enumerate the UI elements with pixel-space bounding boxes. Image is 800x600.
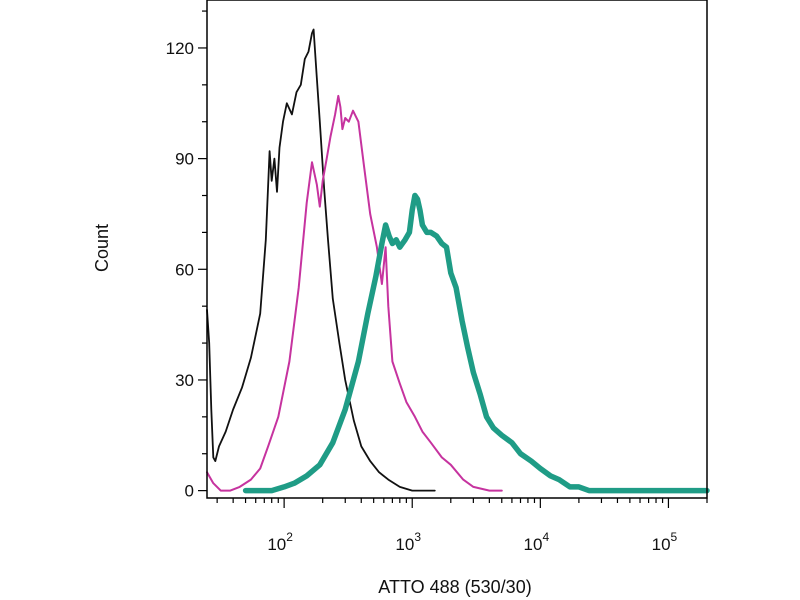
- x-tick-label: 105: [652, 530, 678, 554]
- series-line-1: [206, 28, 436, 492]
- ticks-layer: 0 30 60 90 120 102 103 104 105: [166, 10, 708, 554]
- y-tick-label: 120: [166, 39, 194, 58]
- x-tick-label: 104: [524, 530, 550, 554]
- y-tick-label: 30: [175, 371, 194, 390]
- plot-frame: [206, 0, 708, 499]
- series-line-2: [206, 94, 503, 492]
- y-axis-label: Count: [92, 224, 112, 272]
- y-tick-label: 90: [175, 150, 194, 169]
- series-layer: [206, 28, 710, 494]
- x-tick-label: 103: [395, 530, 421, 554]
- y-tick-label: 0: [185, 482, 194, 501]
- series-line-3: [242, 192, 710, 494]
- y-tick-label: 60: [175, 260, 194, 279]
- x-axis-label: ATTO 488 (530/30): [378, 577, 531, 597]
- x-tick-label: 102: [267, 530, 293, 554]
